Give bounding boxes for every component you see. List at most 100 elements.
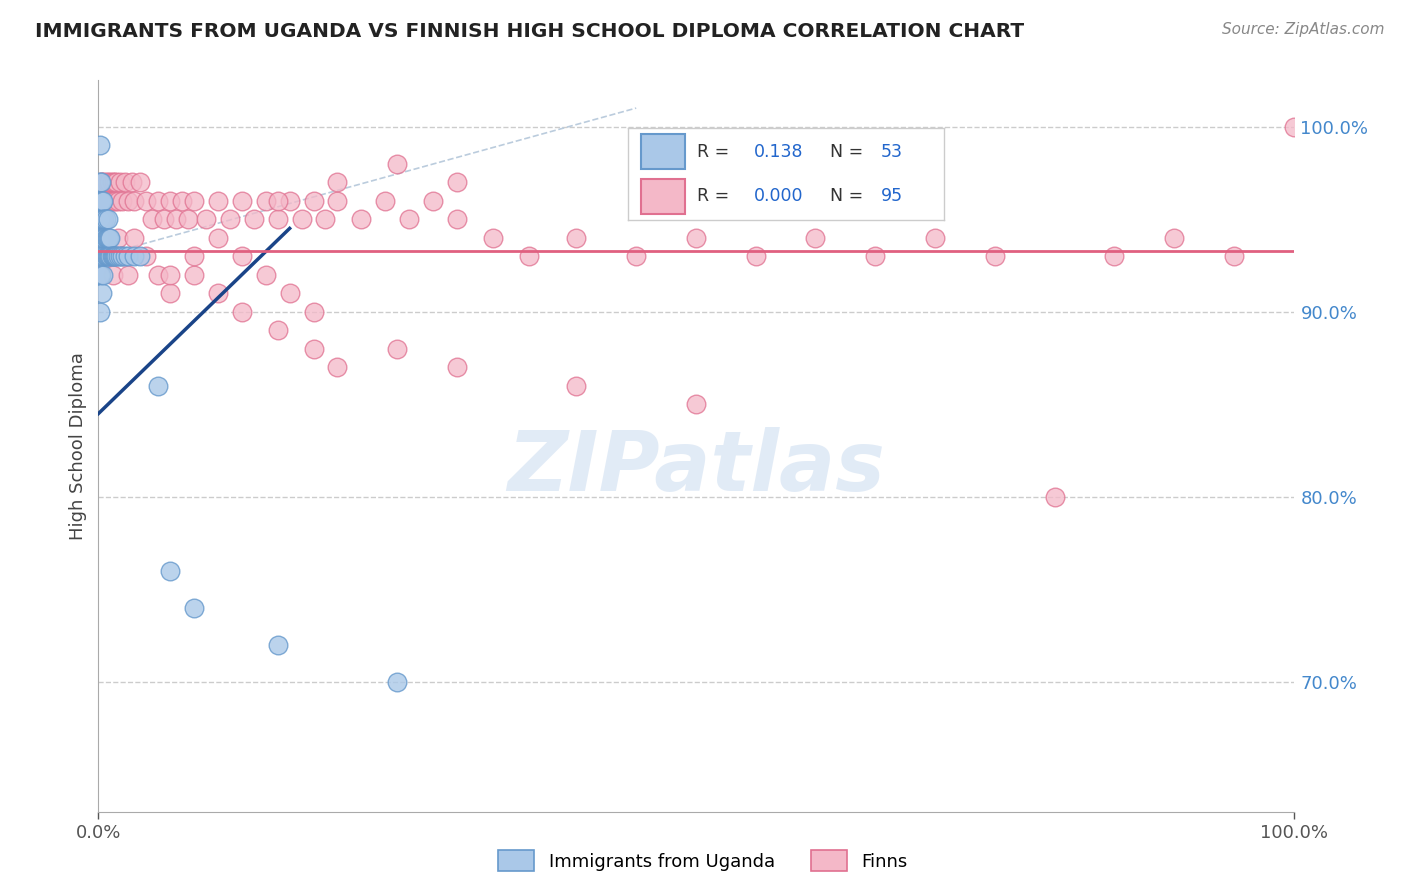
Point	[90, 194, 112, 208]
Point	[97, 194, 120, 208]
Point	[159, 564, 181, 578]
Point	[107, 230, 129, 244]
Point	[626, 249, 648, 263]
Point	[96, 175, 118, 189]
Point	[104, 249, 127, 263]
Point	[90, 230, 112, 244]
Point	[231, 304, 253, 318]
Point	[278, 194, 301, 208]
Point	[104, 194, 127, 208]
Point	[91, 175, 114, 189]
Point	[267, 194, 290, 208]
Point	[422, 194, 444, 208]
Point	[101, 268, 124, 282]
Point	[1043, 490, 1066, 504]
Point	[153, 212, 176, 227]
Point	[98, 230, 122, 244]
Point	[100, 249, 122, 263]
Point	[177, 212, 200, 227]
Point	[183, 194, 205, 208]
Point	[148, 194, 170, 208]
Point	[385, 675, 409, 690]
Point	[481, 230, 505, 244]
Point	[446, 175, 468, 189]
Point	[195, 212, 218, 227]
Point	[105, 249, 128, 263]
Point	[1104, 249, 1126, 263]
Point	[267, 323, 290, 337]
Point	[89, 175, 111, 189]
Point	[111, 194, 134, 208]
Point	[172, 194, 194, 208]
Point	[107, 249, 129, 263]
Point	[129, 249, 152, 263]
Point	[278, 286, 301, 301]
Point	[291, 212, 314, 227]
Point	[231, 194, 253, 208]
Text: ZIPatlas: ZIPatlas	[508, 427, 884, 508]
Point	[93, 175, 115, 189]
Point	[91, 194, 114, 208]
Point	[98, 230, 121, 244]
FancyBboxPatch shape	[641, 178, 685, 214]
Point	[159, 286, 181, 301]
Point	[685, 230, 707, 244]
Point	[91, 268, 114, 282]
Point	[207, 194, 229, 208]
Point	[89, 138, 111, 153]
Point	[267, 212, 290, 227]
Point	[91, 249, 114, 263]
Point	[183, 268, 205, 282]
Point	[165, 212, 187, 227]
Text: 53: 53	[880, 143, 903, 161]
Point	[398, 212, 420, 227]
Point	[93, 249, 115, 263]
Point	[135, 194, 157, 208]
Point	[98, 249, 121, 263]
Point	[159, 194, 181, 208]
Text: R =: R =	[697, 143, 730, 161]
Point	[148, 379, 170, 393]
Point	[517, 249, 540, 263]
Point	[117, 249, 139, 263]
Point	[865, 249, 887, 263]
Point	[385, 342, 409, 356]
Point	[90, 175, 112, 189]
Point	[97, 249, 120, 263]
Point	[804, 230, 827, 244]
Point	[207, 286, 229, 301]
Point	[350, 212, 373, 227]
Point	[1163, 230, 1185, 244]
Point	[89, 268, 111, 282]
Point	[98, 175, 121, 189]
Point	[107, 194, 129, 208]
Y-axis label: High School Diploma: High School Diploma	[69, 352, 87, 540]
FancyBboxPatch shape	[641, 134, 685, 169]
Point	[385, 156, 409, 170]
Point	[326, 194, 349, 208]
Point	[254, 194, 277, 208]
Point	[108, 175, 131, 189]
Point	[94, 249, 117, 263]
Text: 0.138: 0.138	[755, 143, 804, 161]
Text: Source: ZipAtlas.com: Source: ZipAtlas.com	[1222, 22, 1385, 37]
Point	[1282, 120, 1305, 134]
Point	[90, 212, 112, 227]
Text: 0.000: 0.000	[755, 187, 804, 205]
Point	[302, 342, 325, 356]
Point	[685, 397, 707, 411]
Point	[326, 360, 349, 375]
Point	[89, 212, 111, 227]
Point	[984, 249, 1007, 263]
Point	[100, 175, 122, 189]
Point	[565, 379, 588, 393]
Text: N =: N =	[830, 143, 863, 161]
Point	[105, 175, 128, 189]
Point	[97, 249, 120, 263]
Point	[183, 249, 205, 263]
Text: 95: 95	[880, 187, 903, 205]
Point	[302, 194, 325, 208]
Point	[98, 194, 122, 208]
Point	[101, 194, 124, 208]
Point	[91, 230, 114, 244]
